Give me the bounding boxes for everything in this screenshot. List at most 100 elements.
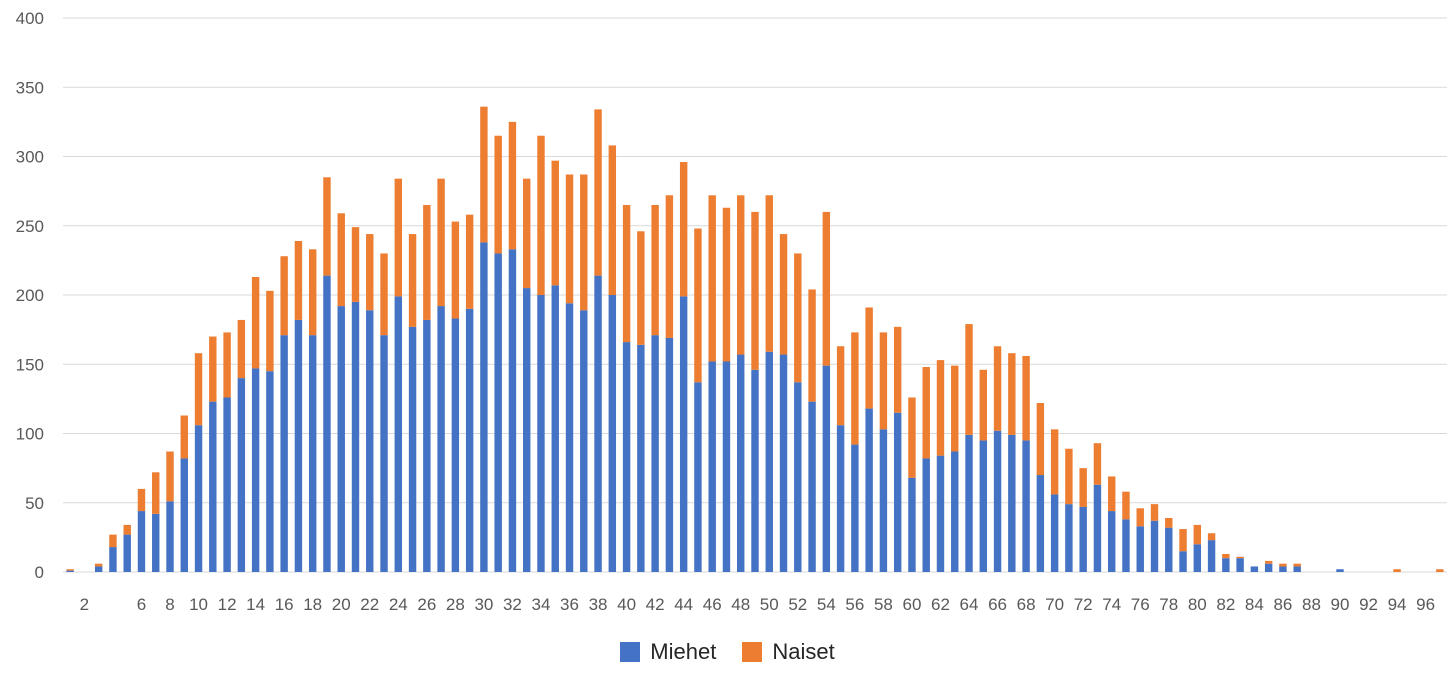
bar-miehet-37 <box>580 310 588 572</box>
legend-item-naiset: Naiset <box>742 639 835 665</box>
bar-naiset-66 <box>993 346 1002 431</box>
bar-miehet-61 <box>922 458 930 572</box>
bar-naiset-1 <box>66 569 74 571</box>
bar-miehet-81 <box>1207 540 1216 572</box>
bar-miehet-26 <box>423 319 431 572</box>
bar-naiset-51 <box>779 234 788 355</box>
x-tick-label: 50 <box>760 595 779 614</box>
bar-naiset-42 <box>651 204 659 336</box>
bar-naiset-17 <box>294 240 303 320</box>
bar-miehet-82 <box>1222 558 1230 572</box>
bar-miehet-78 <box>1165 527 1173 572</box>
bar-miehet-84 <box>1250 566 1259 572</box>
y-tick-label: 300 <box>16 148 44 167</box>
bar-naiset-54 <box>822 211 831 366</box>
bar-naiset-26 <box>423 204 431 320</box>
bar-miehet-12 <box>223 397 231 572</box>
x-tick-label: 44 <box>674 595 693 614</box>
bar-naiset-6 <box>137 488 146 512</box>
bar-naiset-62 <box>936 360 945 456</box>
y-tick-label: 400 <box>16 9 44 28</box>
bar-naiset-94 <box>1393 569 1401 572</box>
bar-naiset-69 <box>1036 403 1045 476</box>
bar-miehet-4 <box>109 547 117 572</box>
x-tick-label: 58 <box>874 595 893 614</box>
x-tick-label: 22 <box>360 595 379 614</box>
bar-naiset-40 <box>622 204 631 343</box>
bar-naiset-18 <box>308 249 317 336</box>
bar-naiset-44 <box>679 162 688 297</box>
bar-naiset-60 <box>908 397 916 478</box>
bar-naiset-8 <box>166 451 174 502</box>
x-tick-label: 92 <box>1359 595 1378 614</box>
bar-naiset-4 <box>109 534 117 548</box>
bar-miehet-75 <box>1122 519 1130 572</box>
y-tick-label: 100 <box>16 425 44 444</box>
bar-miehet-60 <box>908 477 916 572</box>
bar-naiset-85 <box>1264 560 1273 564</box>
bar-naiset-24 <box>394 178 403 297</box>
bar-miehet-7 <box>152 513 160 572</box>
x-tick-label: 46 <box>703 595 722 614</box>
bar-miehet-15 <box>266 371 274 572</box>
x-tick-label: 52 <box>788 595 807 614</box>
bar-miehet-59 <box>893 412 902 572</box>
bar-miehet-14 <box>251 368 260 572</box>
bar-miehet-58 <box>879 429 888 572</box>
x-tick-label: 18 <box>303 595 322 614</box>
bar-naiset-63 <box>951 365 959 452</box>
bar-miehet-20 <box>337 306 345 572</box>
bar-miehet-45 <box>694 382 702 572</box>
bar-miehet-57 <box>865 408 873 572</box>
x-tick-label: 70 <box>1045 595 1064 614</box>
x-tick-label: 6 <box>137 595 146 614</box>
bar-naiset-67 <box>1008 353 1016 435</box>
x-tick-label: 96 <box>1416 595 1435 614</box>
x-tick-label: 82 <box>1216 595 1235 614</box>
bar-miehet-44 <box>679 296 688 572</box>
bar-naiset-81 <box>1207 533 1216 541</box>
bar-naiset-36 <box>565 174 574 304</box>
bars <box>66 106 1444 573</box>
bar-naiset-33 <box>523 178 531 289</box>
bar-miehet-35 <box>551 285 559 572</box>
bar-miehet-18 <box>308 335 317 572</box>
bar-naiset-15 <box>266 290 274 372</box>
legend-swatch-miehet <box>620 642 641 662</box>
bar-miehet-80 <box>1193 544 1202 572</box>
bar-miehet-63 <box>951 451 959 572</box>
legend: Miehet Naiset <box>0 635 1455 669</box>
bar-naiset-19 <box>323 177 331 276</box>
bar-miehet-27 <box>437 306 445 572</box>
x-tick-label: 56 <box>845 595 864 614</box>
x-tick-label: 24 <box>389 595 408 614</box>
y-tick-label: 200 <box>16 286 44 305</box>
bar-naiset-39 <box>608 145 617 295</box>
legend-swatch-naiset <box>742 642 763 662</box>
bar-miehet-54 <box>822 365 831 572</box>
bar-miehet-68 <box>1022 440 1030 572</box>
bar-miehet-48 <box>737 354 745 572</box>
x-tick-label: 36 <box>560 595 579 614</box>
bar-naiset-73 <box>1093 443 1102 485</box>
y-tick-label: 0 <box>35 563 44 582</box>
bar-naiset-86 <box>1279 563 1287 567</box>
bar-naiset-16 <box>280 256 288 336</box>
bar-miehet-87 <box>1293 566 1301 572</box>
x-tick-label: 66 <box>988 595 1007 614</box>
bar-naiset-7 <box>152 472 160 514</box>
y-tick-label: 250 <box>16 217 44 236</box>
bar-miehet-40 <box>622 342 631 572</box>
bar-miehet-29 <box>465 308 474 572</box>
bar-miehet-62 <box>936 455 945 572</box>
y-tick-label: 50 <box>25 494 44 513</box>
bar-naiset-43 <box>665 195 674 338</box>
bar-miehet-3 <box>94 566 103 572</box>
x-tick-label: 68 <box>1017 595 1036 614</box>
legend-item-miehet: Miehet <box>620 639 716 665</box>
bar-naiset-28 <box>451 221 460 319</box>
bar-miehet-67 <box>1008 434 1016 572</box>
bar-naiset-46 <box>708 195 716 362</box>
x-tick-label: 2 <box>80 595 89 614</box>
x-tick-label: 90 <box>1331 595 1350 614</box>
